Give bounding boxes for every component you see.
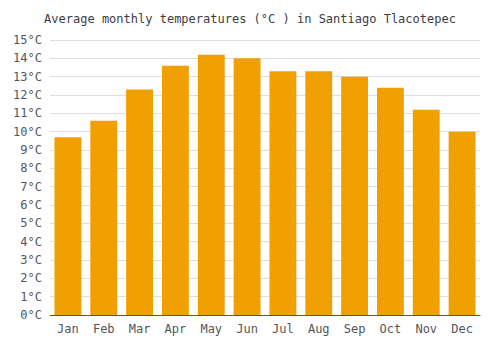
svg-text:Jun: Jun	[236, 322, 258, 336]
svg-text:15°C: 15°C	[13, 33, 42, 47]
svg-text:Dec: Dec	[451, 322, 473, 336]
svg-text:Feb: Feb	[93, 322, 115, 336]
svg-text:Apr: Apr	[165, 322, 187, 336]
svg-text:10°C: 10°C	[13, 125, 42, 139]
svg-text:4°C: 4°C	[20, 235, 42, 249]
svg-text:Mar: Mar	[129, 322, 151, 336]
svg-text:Jul: Jul	[272, 322, 294, 336]
svg-text:8°C: 8°C	[20, 161, 42, 175]
svg-text:13°C: 13°C	[13, 70, 42, 84]
svg-text:12°C: 12°C	[13, 88, 42, 102]
svg-text:11°C: 11°C	[13, 106, 42, 120]
svg-text:6°C: 6°C	[20, 198, 42, 212]
svg-text:May: May	[200, 322, 222, 336]
svg-text:1°C: 1°C	[20, 290, 42, 304]
svg-text:Oct: Oct	[380, 322, 402, 336]
svg-text:Aug: Aug	[308, 322, 330, 336]
svg-text:Average monthly temperatures (: Average monthly temperatures (°C ) in Sa…	[44, 12, 456, 26]
svg-text:9°C: 9°C	[20, 143, 42, 157]
svg-text:3°C: 3°C	[20, 253, 42, 267]
svg-text:14°C: 14°C	[13, 51, 42, 65]
svg-text:Nov: Nov	[415, 322, 437, 336]
svg-text:0°C: 0°C	[20, 308, 42, 322]
svg-text:2°C: 2°C	[20, 271, 42, 285]
svg-text:7°C: 7°C	[20, 180, 42, 194]
svg-text:Sep: Sep	[344, 322, 366, 336]
svg-text:5°C: 5°C	[20, 216, 42, 230]
svg-text:Jan: Jan	[57, 322, 79, 336]
